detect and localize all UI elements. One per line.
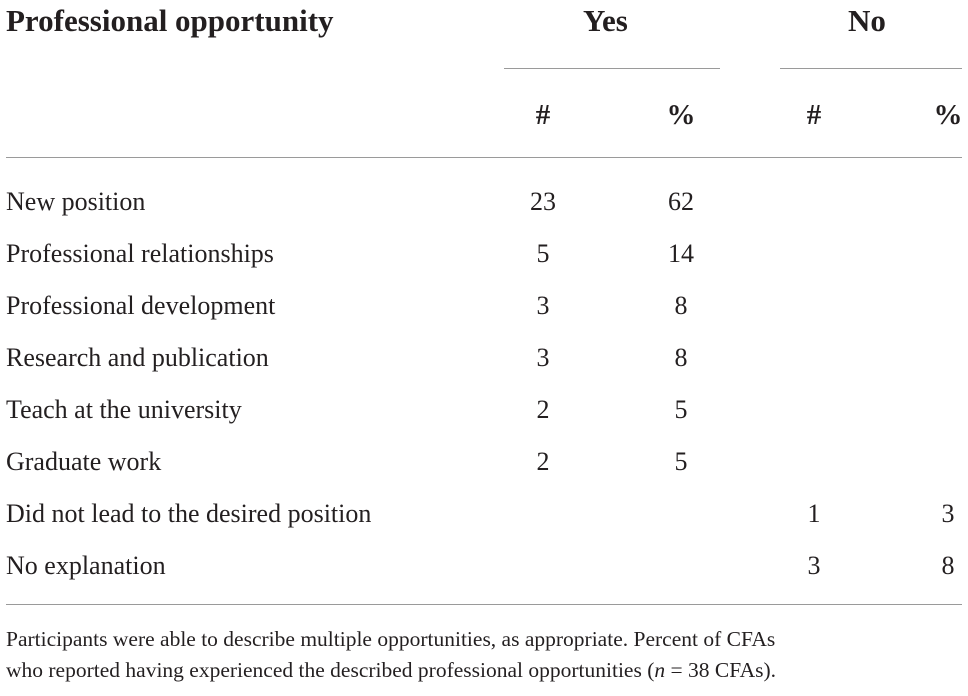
- table-row: Professional relationships 5 14: [0, 237, 968, 271]
- subheader-yes-count: #: [535, 99, 551, 131]
- footnote-line-2: who reported having experienced the desc…: [6, 655, 966, 686]
- table-row: Teach at the university 2 5: [0, 393, 968, 427]
- row-label: Teach at the university: [6, 395, 242, 424]
- column-group-no: No: [848, 3, 886, 38]
- row-label: Did not lead to the desired position: [6, 499, 372, 528]
- yes-count-cell: 23: [530, 187, 556, 216]
- row-label: Professional relationships: [6, 239, 274, 268]
- yes-count-cell: 2: [536, 395, 550, 424]
- row-label: Research and publication: [6, 343, 269, 372]
- yes-count-cell: 2: [536, 447, 550, 476]
- table-row: Did not lead to the desired position 1 3: [0, 497, 968, 531]
- no-count-cell: 1: [807, 499, 821, 528]
- header-rule: [6, 157, 962, 158]
- no-percent-cell: 8: [941, 551, 955, 580]
- yes-group-rule: [504, 68, 720, 69]
- yes-percent-cell: 14: [668, 239, 694, 268]
- row-label: New position: [6, 187, 146, 216]
- table-row: Graduate work 2 5: [0, 445, 968, 479]
- table-row: Professional development 3 8: [0, 289, 968, 323]
- row-label: No explanation: [6, 551, 166, 580]
- table-footnote: Participants were able to describe multi…: [6, 624, 966, 686]
- yes-percent-cell: 8: [674, 343, 688, 372]
- subheader-no-count: #: [806, 99, 822, 131]
- yes-count-cell: 3: [536, 343, 550, 372]
- yes-count-cell: 3: [536, 291, 550, 320]
- table-bottom-rule: [6, 604, 962, 605]
- no-group-rule: [780, 68, 962, 69]
- row-label: Graduate work: [6, 447, 162, 476]
- yes-percent-cell: 62: [668, 187, 694, 216]
- no-count-cell: 3: [807, 551, 821, 580]
- yes-percent-cell: 5: [674, 395, 688, 424]
- footnote-line-2-text: who reported having experienced the desc…: [6, 658, 655, 682]
- table-row: Research and publication 3 8: [0, 341, 968, 375]
- table-row: New position 23 62: [0, 185, 968, 219]
- column-header-professional-opportunity: Professional opportunity: [6, 3, 334, 38]
- subheader-no-percent: %: [933, 99, 963, 131]
- footnote-line-1: Participants were able to describe multi…: [6, 627, 776, 651]
- yes-percent-cell: 8: [674, 291, 688, 320]
- yes-count-cell: 5: [536, 239, 550, 268]
- row-label: Professional development: [6, 291, 276, 320]
- footnote-line-2-end: = 38 CFAs).: [665, 658, 777, 682]
- column-group-yes: Yes: [583, 3, 628, 38]
- footnote-variable-n: n: [654, 658, 666, 682]
- yes-percent-cell: 5: [674, 447, 688, 476]
- table-row: No explanation 3 8: [0, 549, 968, 583]
- no-percent-cell: 3: [941, 499, 955, 528]
- subheader-yes-percent: %: [666, 99, 696, 131]
